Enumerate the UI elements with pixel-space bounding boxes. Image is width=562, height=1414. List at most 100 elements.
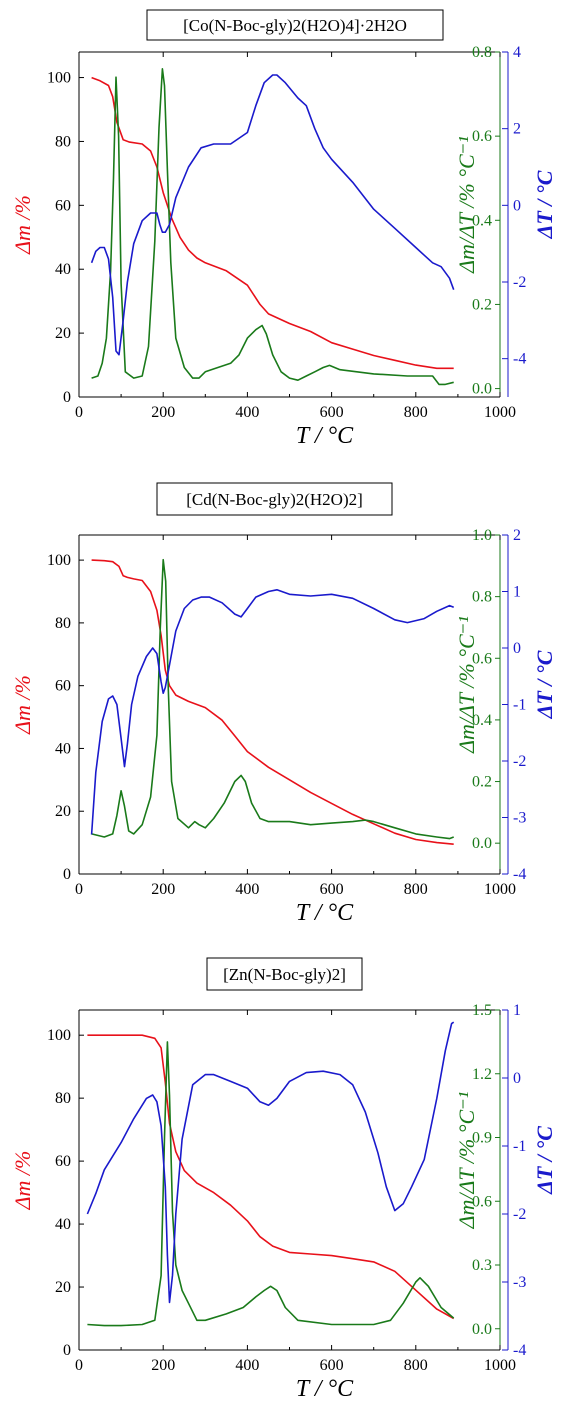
y-right2-tick-label: 1 bbox=[513, 584, 521, 601]
y-right2-tick-label: -4 bbox=[513, 866, 526, 883]
y-left-tick-label: 80 bbox=[55, 615, 71, 632]
x-tick-label: 600 bbox=[320, 1357, 344, 1374]
y-right2-tick-label: -2 bbox=[513, 753, 526, 770]
y-right1-tick-label: 0.3 bbox=[472, 1257, 492, 1274]
y-left-tick-label: 60 bbox=[55, 1153, 71, 1170]
y-left-tick-label: 0 bbox=[63, 389, 71, 406]
title-box bbox=[206, 957, 363, 991]
y-right1-axis-label: Δm/ΔT /% °C⁻¹ bbox=[454, 616, 479, 754]
y-right1-tick-label: 0.6 bbox=[472, 650, 492, 667]
series-line-right1 bbox=[91, 558, 454, 840]
y-right2-tick-label: -2 bbox=[513, 1206, 526, 1223]
y-right2-tick-label: -3 bbox=[513, 810, 526, 827]
y-right1-tick-label: 0.8 bbox=[472, 589, 492, 606]
title-box bbox=[146, 9, 444, 41]
x-tick-label: 200 bbox=[151, 881, 175, 898]
y-left-tick-label: 40 bbox=[55, 261, 71, 278]
x-tick-label: 800 bbox=[404, 1357, 428, 1374]
y-right2-axis-label: ΔT / °C bbox=[532, 650, 557, 719]
x-tick-label: 600 bbox=[320, 881, 344, 898]
x-axis-label: T / °C bbox=[296, 900, 354, 926]
y-left-tick-label: 80 bbox=[55, 1090, 71, 1107]
y-right1-tick-label: 1.5 bbox=[472, 1002, 492, 1019]
y-left-tick-label: 0 bbox=[63, 866, 71, 883]
chart-title: [Cd(N-Boc-gly)2(H2O)2] bbox=[186, 490, 363, 509]
x-tick-label: 200 bbox=[151, 1357, 175, 1374]
y-right1-tick-label: 1.0 bbox=[472, 527, 492, 544]
chart-title: [Zn(N-Boc-gly)2] bbox=[223, 965, 346, 984]
x-tick-label: 0 bbox=[75, 1357, 83, 1374]
y-right1-tick-label: 0.6 bbox=[472, 1193, 492, 1210]
y-right1-tick-label: 0.6 bbox=[472, 128, 492, 145]
x-axis-label: T / °C bbox=[296, 1376, 354, 1402]
y-left-axis-label: Δm /% bbox=[10, 675, 35, 735]
series-line-left bbox=[91, 76, 454, 370]
y-left-tick-label: 100 bbox=[47, 552, 71, 569]
y-left-axis-label: Δm /% bbox=[10, 195, 35, 255]
x-tick-label: 1000 bbox=[484, 1357, 516, 1374]
y-right2-tick-label: -4 bbox=[513, 1342, 526, 1359]
y-left-tick-label: 20 bbox=[55, 325, 71, 342]
y-right1-tick-label: 0.0 bbox=[472, 1321, 492, 1338]
x-axis-label: T / °C bbox=[296, 423, 354, 449]
series-line-right2 bbox=[90, 74, 455, 356]
x-tick-label: 0 bbox=[75, 404, 83, 421]
x-tick-label: 400 bbox=[235, 404, 259, 421]
chart-title: [Co(N-Boc-gly)2(H2O)4]·2H2O bbox=[183, 16, 407, 35]
x-tick-label: 1000 bbox=[484, 881, 516, 898]
y-right1-tick-label: 0.0 bbox=[472, 381, 492, 398]
y-left-tick-label: 40 bbox=[55, 1216, 71, 1233]
series-line-left bbox=[87, 1034, 455, 1320]
y-right2-axis-label: ΔT / °C bbox=[532, 170, 557, 239]
series-line-left bbox=[91, 559, 454, 845]
x-tick-label: 1000 bbox=[484, 404, 516, 421]
y-right2-tick-label: -1 bbox=[513, 1138, 526, 1155]
y-left-tick-label: 20 bbox=[55, 1279, 71, 1296]
panel-2: [Cd(N-Boc-gly)2(H2O)2]0 200 400 600 800 10000… bbox=[10, 482, 557, 926]
series-line-right2 bbox=[90, 589, 455, 835]
y-left-tick-label: 60 bbox=[55, 197, 71, 214]
title-box bbox=[156, 482, 393, 516]
x-tick-label: 200 bbox=[151, 404, 175, 421]
y-right1-tick-label: 0.2 bbox=[472, 774, 492, 791]
y-left-tick-label: 40 bbox=[55, 740, 71, 757]
y-right2-tick-label: 0 bbox=[513, 1070, 521, 1087]
y-right1-tick-label: 0.8 bbox=[472, 44, 492, 61]
y-left-tick-label: 80 bbox=[55, 133, 71, 150]
y-right1-tick-label: 1.2 bbox=[472, 1066, 492, 1083]
y-right2-tick-label: -4 bbox=[513, 351, 526, 368]
y-left-axis-label: Δm /% bbox=[10, 1151, 35, 1211]
y-right2-tick-label: 1 bbox=[513, 1002, 521, 1019]
y-right1-axis-label: Δm/ΔT /% °C⁻¹ bbox=[454, 136, 479, 274]
x-tick-label: 600 bbox=[320, 404, 344, 421]
y-right2-tick-label: 0 bbox=[513, 197, 521, 214]
x-tick-label: 400 bbox=[235, 1357, 259, 1374]
y-right2-tick-label: -3 bbox=[513, 1274, 526, 1291]
x-tick-label: 800 bbox=[404, 404, 428, 421]
x-tick-label: 800 bbox=[404, 881, 428, 898]
y-right2-tick-label: 2 bbox=[513, 121, 521, 138]
series-line-right1 bbox=[87, 1041, 455, 1327]
series-line-right1 bbox=[91, 68, 454, 386]
y-right1-tick-label: 0.9 bbox=[472, 1130, 492, 1147]
y-right2-tick-label: 4 bbox=[513, 44, 521, 61]
y-right1-tick-label: 0.2 bbox=[472, 296, 492, 313]
y-right2-axis-label: ΔT / °C bbox=[532, 1126, 557, 1195]
y-left-tick-label: 0 bbox=[63, 1342, 71, 1359]
y-right1-tick-label: 0.0 bbox=[472, 835, 492, 852]
y-right1-tick-label: 0.4 bbox=[472, 712, 492, 729]
y-right2-tick-label: 2 bbox=[513, 527, 521, 544]
x-tick-label: 0 bbox=[75, 881, 83, 898]
panel-3: [Zn(N-Boc-gly)2]0 200 400 600 800 10000204060… bbox=[10, 957, 557, 1402]
y-left-tick-label: 100 bbox=[47, 70, 71, 87]
y-left-tick-label: 60 bbox=[55, 678, 71, 695]
y-right1-tick-label: 0.4 bbox=[472, 212, 492, 229]
y-left-tick-label: 100 bbox=[47, 1027, 71, 1044]
y-right2-tick-label: 0 bbox=[513, 640, 521, 657]
series-line-right2 bbox=[86, 1021, 455, 1304]
y-left-tick-label: 20 bbox=[55, 803, 71, 820]
y-right2-tick-label: -1 bbox=[513, 697, 526, 714]
